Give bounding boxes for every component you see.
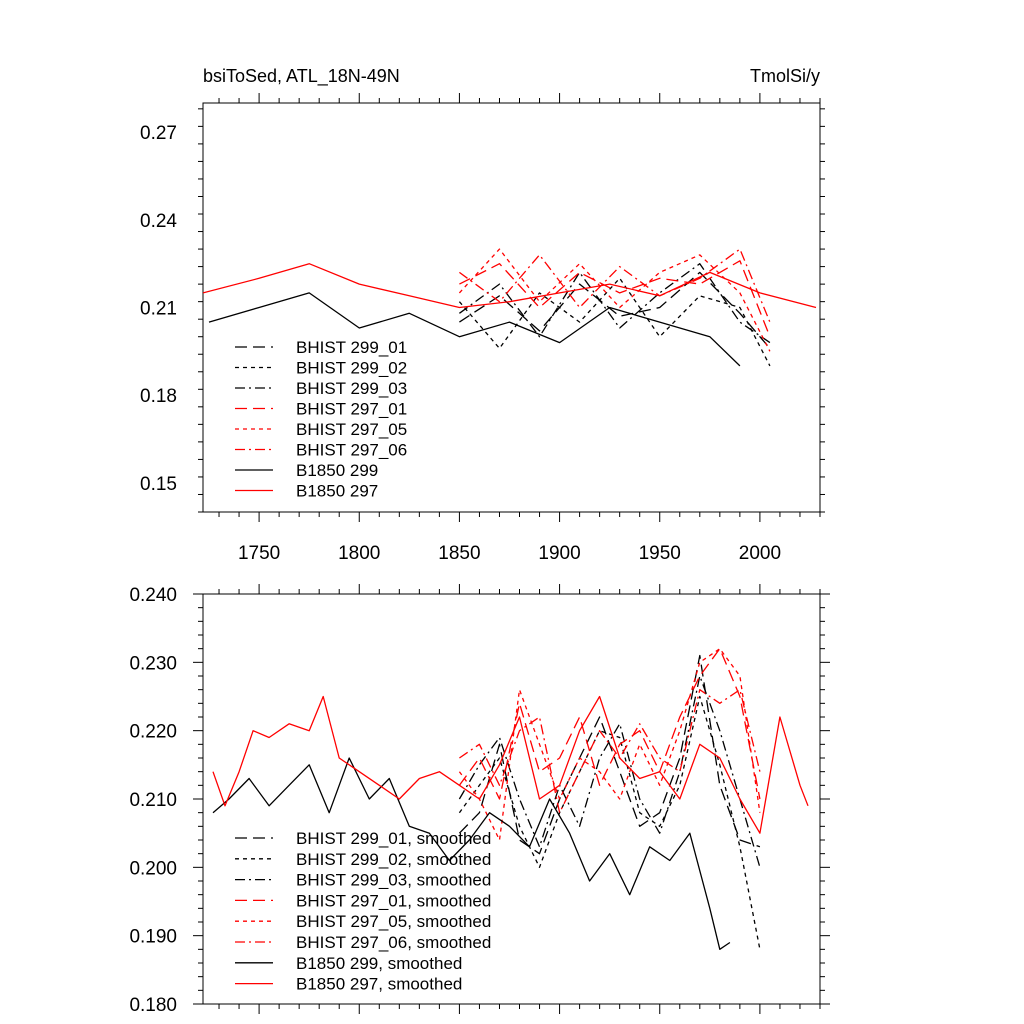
legend-label: BHIST 297_06	[296, 441, 407, 460]
series-group	[203, 248, 817, 367]
series-line	[458, 248, 771, 352]
y-tick-label: 0.220	[129, 722, 177, 743]
y-tick-label: 0.18	[140, 386, 177, 407]
top-panel: 1750 1800 1850 1900 1950 2000 0.15 0.18 0.21 0.24…	[140, 93, 825, 564]
legend-label: B1850 299, smoothed	[296, 954, 462, 973]
legend-label: B1850 297, smoothed	[296, 975, 462, 994]
legend-label: BHIST 299_01, smoothed	[296, 829, 491, 848]
series-line	[458, 277, 771, 367]
legend-label: BHIST 299_03	[296, 379, 407, 398]
legend-label: BHIST 299_01	[296, 338, 407, 357]
series-line	[203, 263, 817, 309]
y-tick-label: 0.210	[129, 790, 177, 811]
legend-label: B1850 297	[296, 482, 378, 501]
legend-label: BHIST 299_03, smoothed	[296, 871, 491, 890]
y-tick-label: 0.15	[140, 474, 177, 495]
series-line	[212, 757, 731, 950]
panel1-title-right: TmolSi/y	[750, 66, 820, 86]
x-tick-label: 2000	[739, 543, 781, 564]
series-group	[212, 648, 809, 950]
series-line	[458, 695, 761, 950]
legend-label: BHIST 299_02	[296, 359, 407, 378]
series-line	[459, 260, 771, 337]
legend-label: BHIST 297_01	[296, 400, 407, 419]
y-tick-label: 0.190	[129, 927, 177, 948]
y-tick-label: 0.21	[140, 299, 177, 320]
series-line	[208, 292, 741, 367]
series-line	[458, 648, 761, 800]
y-tick-label: 0.230	[129, 653, 177, 674]
plot-frame	[202, 102, 821, 513]
panel1-title-left: bsiToSed, ATL_18N-49N	[203, 66, 400, 87]
legend-label: BHIST 297_05, smoothed	[296, 912, 491, 931]
series-line	[459, 248, 771, 323]
x-tick-label: 1850	[438, 543, 480, 564]
y-tick-label: 0.24	[140, 211, 177, 232]
x-tick-label: 1800	[338, 543, 380, 564]
x-tick-label: 1750	[238, 543, 280, 564]
bottom-panel: 0.180 0.190 0.200 0.210 0.220 0.230 0.240 BHIST…	[129, 584, 830, 1016]
series-line	[459, 689, 761, 814]
series-line	[459, 263, 771, 344]
legend-label: B1850 299	[296, 461, 378, 480]
series-line	[458, 654, 761, 855]
legend-label: BHIST 297_01, smoothed	[296, 891, 491, 910]
series-line	[458, 675, 761, 868]
series-line	[212, 695, 809, 834]
y-tick-label: 0.240	[129, 585, 177, 606]
x-tick-label: 1900	[538, 543, 580, 564]
series-line	[459, 271, 771, 349]
x-tick-label: 1950	[639, 543, 681, 564]
y-tick-label: 0.27	[140, 123, 177, 144]
legend-label: BHIST 297_06, smoothed	[296, 933, 491, 952]
y-tick-label: 0.180	[129, 995, 177, 1016]
legend-label: BHIST 297_05	[296, 420, 407, 439]
legend-label: BHIST 299_02, smoothed	[296, 850, 491, 869]
y-tick-label: 0.200	[129, 858, 177, 879]
series-line	[458, 648, 761, 841]
